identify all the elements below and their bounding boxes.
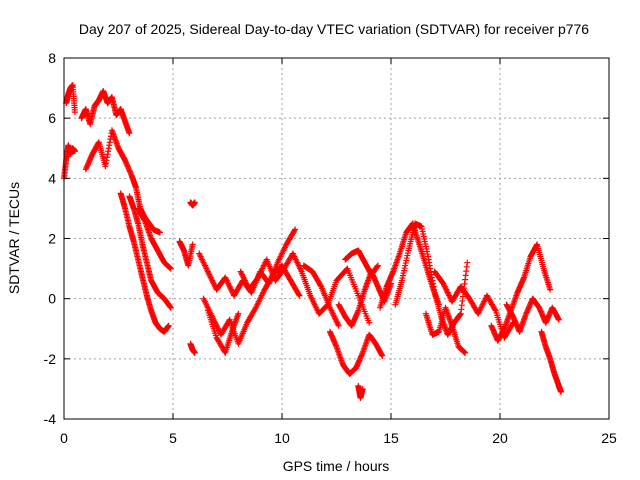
data-point — [167, 265, 174, 272]
data-point — [191, 199, 198, 206]
data-point — [291, 227, 298, 234]
x-axis: 0 5 10 15 20 25 — [60, 58, 617, 446]
grid-lines — [64, 58, 609, 419]
data-point — [547, 286, 554, 293]
data-point — [374, 262, 381, 269]
y-tick-label: 4 — [48, 170, 56, 186]
data-point — [317, 282, 324, 289]
data-point — [235, 310, 242, 317]
data-point — [165, 322, 172, 329]
x-tick-label: 5 — [169, 430, 177, 446]
data-point — [464, 259, 471, 266]
data-point — [379, 352, 386, 359]
data-point — [491, 306, 498, 313]
data-point — [71, 148, 78, 155]
y-axis: -4 -2 0 2 4 6 8 — [44, 50, 609, 427]
x-tick-label: 25 — [601, 430, 617, 446]
x-tick-label: 0 — [60, 430, 68, 446]
data-point — [189, 241, 196, 248]
data-points — [61, 82, 565, 401]
y-axis-label: SDTVAR / TECUs — [6, 182, 22, 294]
data-point — [191, 349, 198, 356]
y-tick-label: 6 — [48, 110, 56, 126]
x-tick-label: 15 — [383, 430, 399, 446]
data-point — [167, 304, 174, 311]
data-point — [558, 388, 565, 395]
y-tick-label: 2 — [48, 231, 56, 247]
y-tick-label: -4 — [44, 411, 57, 427]
x-tick-label: 10 — [274, 430, 290, 446]
data-point — [292, 226, 299, 233]
data-point — [359, 385, 366, 392]
x-tick-label: 20 — [492, 430, 508, 446]
data-point — [71, 109, 78, 116]
data-point — [156, 229, 163, 236]
data-point — [366, 319, 373, 326]
data-point — [335, 322, 342, 329]
data-point — [295, 291, 302, 298]
y-tick-label: 8 — [48, 50, 56, 66]
data-point — [462, 349, 469, 356]
x-axis-label: GPS time / hours — [283, 458, 390, 474]
data-point — [126, 130, 133, 137]
y-tick-label: -2 — [44, 351, 57, 367]
data-point — [296, 292, 303, 299]
data-point — [555, 316, 562, 323]
chart-title: Day 207 of 2025, Sidereal Day-to-day VTE… — [79, 21, 589, 37]
y-tick-label: 0 — [48, 291, 56, 307]
